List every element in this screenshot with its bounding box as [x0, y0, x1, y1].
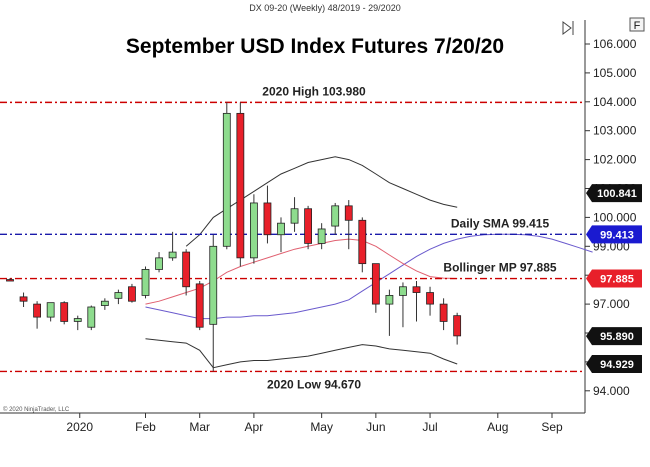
candle-down: [33, 303, 41, 318]
x-tick-label: Apr: [245, 420, 264, 434]
y-tick-label: 102.000: [593, 153, 637, 167]
y-tick-label: 105.000: [593, 66, 637, 80]
candle-up: [290, 208, 299, 224]
candle-up: [385, 295, 394, 305]
x-tick-label: Sep: [541, 420, 563, 434]
hline-label: 2020 Low 94.670: [267, 377, 361, 391]
candle-up: [399, 286, 407, 296]
f-button-label: F: [634, 20, 641, 32]
candle-down: [195, 283, 204, 328]
candle-down: [263, 202, 272, 236]
candle-up: [331, 205, 340, 227]
price-flag-label: 95.890: [600, 331, 634, 343]
candle-up: [222, 112, 231, 247]
chart-title: September USD Index Futures 7/20/20: [126, 35, 504, 58]
price-flag: 95.890: [586, 327, 642, 346]
candle-down: [439, 303, 448, 322]
y-tick-label: 104.000: [593, 95, 637, 109]
candle-up: [209, 245, 218, 325]
price-flag-label: 99.413: [600, 229, 634, 241]
x-tick-label: May: [310, 420, 333, 434]
candle-down: [182, 251, 191, 288]
f-button[interactable]: F: [629, 17, 645, 32]
x-tick-label: Mar: [189, 420, 210, 434]
candle-down: [6, 279, 14, 282]
price-flag: 97.885: [586, 269, 642, 288]
y-tick-label: 100.000: [593, 210, 637, 224]
candle-up: [141, 269, 150, 296]
daily-sma-line: [145, 233, 593, 320]
price-flag: 94.929: [586, 354, 642, 373]
x-tick-label: Jul: [422, 420, 437, 434]
candle-down: [304, 208, 313, 244]
price-flag-bg: [586, 184, 642, 203]
candle-down: [358, 219, 367, 265]
candle-down: [371, 263, 380, 305]
bollinger-upper-band: [185, 156, 458, 247]
candle-down: [426, 292, 434, 305]
candle-up: [46, 302, 55, 318]
x-tick-label: 2020: [66, 420, 93, 434]
price-flag: 100.841: [586, 184, 642, 203]
candle-down: [236, 112, 245, 259]
candle-down: [344, 205, 353, 221]
bollinger-middle-line: [145, 238, 458, 305]
hline-label: Daily SMA 99.415: [451, 216, 550, 230]
x-tick-label: Aug: [487, 420, 508, 434]
price-flag-bg: [586, 327, 642, 346]
y-tick-label: 97.000: [593, 297, 630, 311]
candle-down: [128, 286, 136, 302]
instrument-label: DX 09-20 (Weekly) 48/2019 - 29/2020: [249, 3, 400, 13]
candle-down: [19, 296, 28, 302]
price-flag-label: 94.929: [600, 359, 634, 371]
y-tick-label: 94.000: [593, 384, 630, 398]
price-flag-label: 97.885: [600, 274, 634, 286]
candle-up: [114, 292, 123, 299]
candle-up: [168, 251, 177, 259]
candle-up: [73, 318, 82, 322]
price-flag: 99.413: [586, 225, 642, 244]
copyright-text: © 2020 NinjaTrader, LLC: [3, 406, 70, 413]
price-flag-label: 100.841: [597, 188, 637, 200]
hline-label: 2020 High 103.980: [262, 84, 366, 98]
scroll-to-end-icon[interactable]: [562, 21, 574, 35]
candle-up: [277, 222, 285, 236]
y-tick-label: 103.000: [593, 124, 637, 138]
candle-down: [60, 302, 69, 322]
candle-down: [412, 286, 421, 293]
candle-up: [155, 257, 163, 270]
y-tick-label: 106.000: [593, 37, 637, 51]
price-flag-bg: [586, 269, 642, 288]
candle-up: [87, 306, 96, 328]
x-tick-label: Jun: [366, 420, 385, 434]
bollinger-lower-band: [145, 338, 458, 369]
candle-up: [317, 228, 326, 244]
candle-up: [100, 300, 109, 306]
price-flag-bg: [586, 225, 642, 244]
hline-label: Bollinger MP 97.885: [443, 261, 556, 275]
candle-down: [453, 315, 462, 337]
x-tick-label: Feb: [135, 420, 156, 434]
candle-up: [249, 202, 258, 259]
price-flag-bg: [586, 354, 642, 373]
